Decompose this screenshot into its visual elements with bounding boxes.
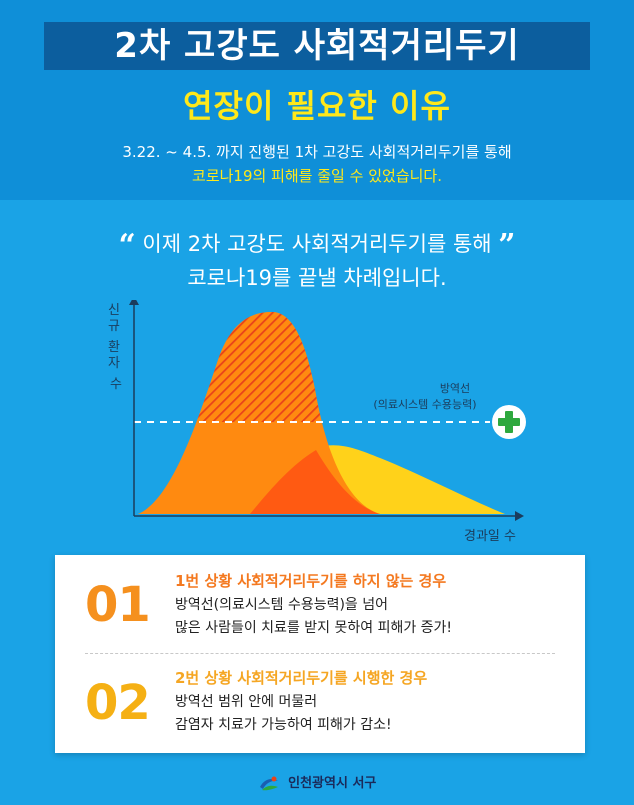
- case-desc-line: 방역선 범위 안에 머물러: [175, 694, 318, 710]
- card-divider: [85, 653, 555, 654]
- case-description-2: 방역선 범위 안에 머물러 감염자 치료가 가능하여 피해가 감소!: [175, 691, 392, 737]
- open-quote-mark: “: [118, 228, 136, 263]
- intro-line-1: 3.22. ~ 4.5. 까지 진행된 1차 고강도 사회적거리두기를 통해: [122, 143, 512, 161]
- footer: 인천광역시 서구: [0, 772, 634, 793]
- case-desc-line: 감염자 치료가 가능하여 피해가 감소!: [175, 717, 392, 733]
- excess-cases-hatch: [196, 312, 322, 422]
- case-title-2: 2번 상황 사회적거리두기를 시행한 경우: [175, 669, 428, 687]
- medical-cross-icon: [492, 405, 526, 439]
- y-label-char: 규: [108, 319, 120, 334]
- defense-line-sublabel: (의료시스템 수용능력): [373, 398, 476, 411]
- y-label-char: 자: [108, 356, 120, 371]
- org-name: 인천광역시 서구: [288, 776, 377, 791]
- close-quote-mark: ”: [498, 228, 516, 263]
- case-desc-line: 많은 사람들이 치료를 받지 못하여 피해가 증가!: [175, 620, 453, 636]
- x-axis-label: 경과일 수: [464, 529, 516, 544]
- case-desc-line: 방역선(의료시스템 수용능력)을 넘어: [175, 597, 389, 613]
- defense-line-label: 방역선: [440, 382, 470, 395]
- x-axis-arrow: [515, 511, 524, 521]
- case-description-1: 방역선(의료시스템 수용능력)을 넘어 많은 사람들이 치료를 받지 못하여 피…: [175, 594, 452, 640]
- y-axis-arrow: [129, 300, 139, 305]
- seo-gu-logo-icon: [259, 776, 278, 790]
- case-title-1: 1번 상황 사회적거리두기를 하지 않는 경우: [175, 572, 447, 590]
- quote-block: “ 이제 2차 고강도 사회적거리두기를 통해 ” 코로나19를 끝낼 차례입니…: [0, 228, 634, 294]
- title-band: [44, 22, 590, 70]
- intro-line-2: 코로나19의 피해를 줄일 수 있었습니다.: [192, 167, 442, 185]
- y-label-char: 신: [108, 303, 120, 318]
- page-subtitle: 연장이 필요한 이유: [183, 87, 451, 125]
- y-label-char: 환: [108, 340, 120, 355]
- svg-text:신 규 환 자 수: 신 규 환 자 수: [108, 303, 124, 392]
- page-title: 2차 고강도 사회적거리두기: [114, 26, 520, 66]
- case-number-2: 02: [85, 675, 151, 731]
- situation-card: 01 1번 상황 사회적거리두기를 하지 않는 경우 방역선(의료시스템 수용능…: [55, 555, 585, 753]
- quote-line-2: 코로나19를 끝낼 차례입니다.: [187, 266, 447, 290]
- case-number-1: 01: [85, 577, 151, 633]
- epidemic-curve-diagram: 신 규 환 자 수 경과일 수 방역선 (의료시스템 수용능력): [108, 300, 526, 544]
- overlap-region: [250, 450, 380, 514]
- quote-line-1: 이제 2차 고강도 사회적거리두기를 통해: [142, 232, 492, 256]
- y-label-char: 수: [110, 377, 122, 392]
